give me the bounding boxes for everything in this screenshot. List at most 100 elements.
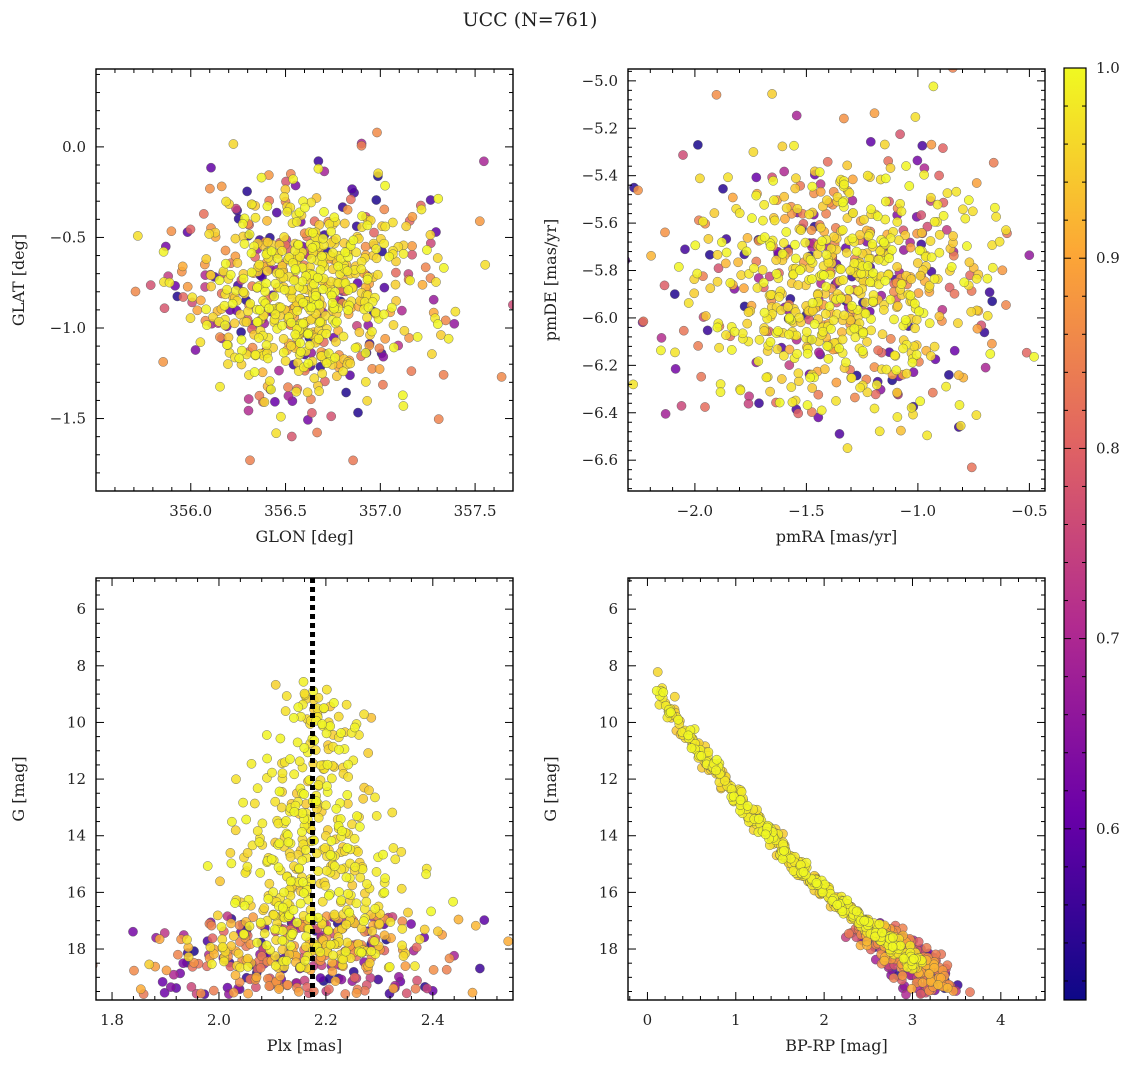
data-point <box>206 281 216 292</box>
data-point <box>321 866 332 876</box>
data-point <box>178 958 188 969</box>
data-point <box>228 987 239 998</box>
data-point <box>676 401 687 411</box>
data-point <box>428 294 439 305</box>
data-point <box>336 728 346 738</box>
data-point <box>474 216 485 226</box>
data-point <box>250 212 261 223</box>
data-point <box>821 281 831 292</box>
data-point <box>785 853 796 864</box>
data-point <box>252 937 262 948</box>
data-point <box>266 854 277 865</box>
data-point <box>954 400 965 410</box>
panel-glon-glat: 356.0 356.5 357.0 357.5 0.0 −0.5 −1.0 −1.5 GLON … <box>9 68 514 546</box>
data-point <box>388 320 399 330</box>
data-point <box>342 266 353 276</box>
data-point <box>401 988 412 999</box>
data-point <box>768 175 779 186</box>
data-point <box>443 333 454 344</box>
data-point <box>670 691 680 702</box>
data-point <box>806 225 817 235</box>
data-point <box>277 246 287 256</box>
data-point <box>897 970 908 981</box>
data-point <box>231 203 241 214</box>
data-point <box>303 329 313 339</box>
data-point <box>206 920 217 931</box>
data-point <box>230 898 240 908</box>
data-point <box>743 398 754 409</box>
data-point <box>234 353 245 364</box>
data-point <box>295 346 306 357</box>
data-point <box>262 753 272 764</box>
data-point <box>313 334 324 344</box>
y-axis-label: GLAT [deg] <box>9 234 28 326</box>
data-point <box>911 314 922 325</box>
data-point <box>879 305 889 315</box>
data-point <box>271 428 282 439</box>
data-point <box>275 302 286 313</box>
data-point <box>379 282 390 293</box>
data-point <box>266 384 276 395</box>
data-point <box>968 206 978 217</box>
data-point <box>352 811 362 821</box>
data-point <box>742 233 753 243</box>
data-point <box>438 369 449 380</box>
data-point <box>906 274 917 285</box>
data-point <box>836 264 846 275</box>
data-point <box>884 253 894 264</box>
panel-pmra-pmde: −2.0 −1.5 −1.0 −0.5 −5.0 −5.2 −5.4 −5.6 −5.8 −6.0… <box>541 68 1048 546</box>
data-point <box>862 170 873 181</box>
data-point <box>394 972 404 982</box>
data-point <box>791 110 802 121</box>
data-point <box>329 212 340 223</box>
data-point <box>847 300 857 311</box>
data-point <box>758 215 768 226</box>
data-point <box>341 919 352 930</box>
data-point <box>432 253 443 263</box>
data-point <box>736 787 747 797</box>
data-point <box>934 229 945 240</box>
data-point <box>692 268 703 279</box>
data-point <box>268 910 279 920</box>
data-point <box>914 245 925 256</box>
data-point <box>277 902 288 913</box>
data-point <box>351 988 362 998</box>
data-point <box>276 411 286 422</box>
data-point <box>467 987 478 998</box>
data-point <box>759 232 770 242</box>
data-point <box>396 883 407 894</box>
data-point <box>285 852 296 862</box>
data-point <box>915 270 926 281</box>
data-point <box>932 199 943 210</box>
data-point <box>260 286 271 297</box>
data-point <box>867 239 878 249</box>
axes-frame <box>627 577 1046 1001</box>
data-point <box>144 959 154 970</box>
data-point <box>433 414 444 424</box>
data-point <box>279 284 290 295</box>
data-point <box>414 934 425 945</box>
data-point <box>796 225 806 235</box>
data-point <box>187 292 198 303</box>
data-point <box>953 318 963 328</box>
data-point <box>295 898 306 909</box>
data-point <box>929 341 940 352</box>
data-point <box>713 263 724 274</box>
data-point <box>912 155 923 166</box>
data-point <box>244 229 255 240</box>
data-point <box>220 245 231 256</box>
data-point <box>953 370 964 381</box>
data-point <box>313 163 324 174</box>
data-point <box>964 195 974 205</box>
data-point <box>340 989 351 999</box>
data-point <box>329 698 339 708</box>
data-point <box>985 349 996 359</box>
data-point <box>512 332 513 337</box>
data-point <box>766 289 776 300</box>
data-point <box>683 730 694 741</box>
data-point <box>793 280 804 290</box>
data-point <box>253 333 264 343</box>
data-point <box>422 983 432 994</box>
data-point <box>192 305 203 316</box>
data-point <box>326 836 337 846</box>
